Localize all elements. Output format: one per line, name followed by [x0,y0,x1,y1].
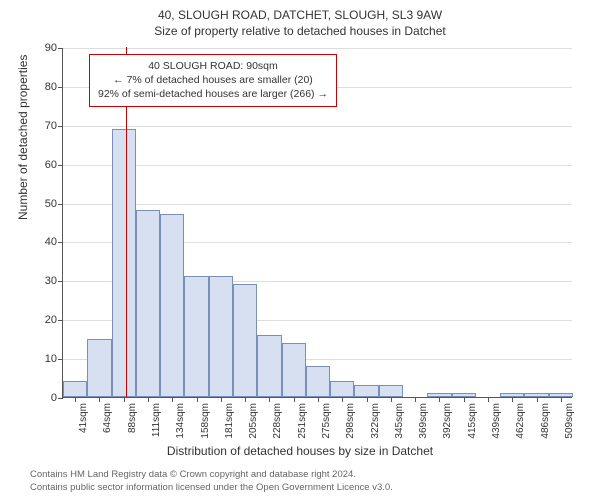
y-tick-mark [58,398,63,399]
x-tick-label: 111sqm [151,403,162,437]
chart-title-sub: Size of property relative to detached ho… [0,22,600,44]
y-tick-label: 40 [45,236,57,248]
footer-attribution: Contains HM Land Registry data © Crown c… [30,469,393,494]
annotation-box: 40 SLOUGH ROAD: 90sqm ← 7% of detached h… [89,54,337,107]
x-tick-label: 158sqm [200,403,211,439]
histogram-bar [306,366,330,397]
x-tick-label: 88sqm [127,403,138,433]
y-axis-title: Number of detached properties [16,55,30,220]
footer-line-1: Contains HM Land Registry data © Crown c… [30,469,393,481]
grid-line [63,165,572,166]
histogram-bar [87,339,111,397]
x-tick-label: 486sqm [540,403,551,439]
y-tick-mark [58,48,63,49]
x-tick-mark [391,397,392,402]
x-tick-label: 181sqm [224,403,235,439]
x-tick-label: 369sqm [418,403,429,439]
histogram-bar [233,284,257,397]
x-tick-label: 275sqm [321,403,332,439]
x-tick-mark [537,397,538,402]
x-tick-label: 439sqm [491,403,502,439]
y-tick-mark [58,165,63,166]
x-tick-mark [318,397,319,402]
y-tick-mark [58,359,63,360]
x-tick-label: 415sqm [467,403,478,439]
y-tick-label: 10 [45,353,57,365]
x-tick-label: 64sqm [102,403,113,433]
histogram-bar [379,385,403,397]
histogram-bar [63,381,87,397]
x-tick-label: 345sqm [394,403,405,439]
x-tick-mark [512,397,513,402]
x-tick-label: 41sqm [78,403,89,433]
x-tick-label: 205sqm [248,403,259,439]
x-tick-mark [221,397,222,402]
chart-container: 40 SLOUGH ROAD: 90sqm ← 7% of detached h… [62,48,572,398]
histogram-bar [257,335,281,397]
x-tick-mark [342,397,343,402]
annotation-line-1: 40 SLOUGH ROAD: 90sqm [98,59,328,73]
y-tick-label: 20 [45,314,57,326]
x-tick-mark [294,397,295,402]
y-tick-mark [58,126,63,127]
y-tick-label: 90 [45,42,57,54]
x-tick-mark [172,397,173,402]
x-tick-mark [488,397,489,402]
grid-line [63,204,572,205]
x-tick-label: 509sqm [564,403,575,439]
y-tick-mark [58,204,63,205]
x-tick-mark [124,397,125,402]
y-tick-mark [58,242,63,243]
histogram-bar [136,210,160,397]
y-tick-label: 70 [45,120,57,132]
histogram-bar [282,343,306,397]
histogram-bar [330,381,354,397]
histogram-bar [112,129,136,397]
x-tick-mark [148,397,149,402]
annotation-line-3: 92% of semi-detached houses are larger (… [98,87,328,101]
plot-area: 40 SLOUGH ROAD: 90sqm ← 7% of detached h… [62,48,572,398]
x-tick-mark [269,397,270,402]
grid-line [63,126,572,127]
histogram-bar [354,385,378,397]
x-tick-mark [197,397,198,402]
x-tick-label: 228sqm [272,403,283,439]
histogram-bar [209,276,233,397]
chart-title-main: 40, SLOUGH ROAD, DATCHET, SLOUGH, SL3 9A… [0,0,600,22]
x-tick-label: 322sqm [370,403,381,439]
footer-line-2: Contains public sector information licen… [30,482,393,494]
x-tick-mark [245,397,246,402]
x-tick-label: 392sqm [442,403,453,439]
histogram-bar [184,276,208,397]
y-tick-label: 60 [45,159,57,171]
y-tick-mark [58,320,63,321]
x-tick-label: 462sqm [515,403,526,439]
x-tick-label: 251sqm [297,403,308,439]
x-tick-mark [367,397,368,402]
x-tick-label: 134sqm [175,403,186,439]
x-tick-mark [561,397,562,402]
y-tick-mark [58,87,63,88]
y-tick-mark [58,281,63,282]
histogram-bar [160,214,184,397]
y-tick-label: 50 [45,198,57,210]
y-tick-label: 0 [51,392,57,404]
x-tick-mark [75,397,76,402]
y-tick-label: 30 [45,275,57,287]
y-tick-label: 80 [45,81,57,93]
x-tick-mark [99,397,100,402]
x-axis-title: Distribution of detached houses by size … [0,444,600,458]
x-tick-label: 298sqm [345,403,356,439]
x-tick-mark [415,397,416,402]
x-tick-mark [464,397,465,402]
x-tick-mark [439,397,440,402]
grid-line [63,48,572,49]
annotation-line-2: ← 7% of detached houses are smaller (20) [98,73,328,87]
